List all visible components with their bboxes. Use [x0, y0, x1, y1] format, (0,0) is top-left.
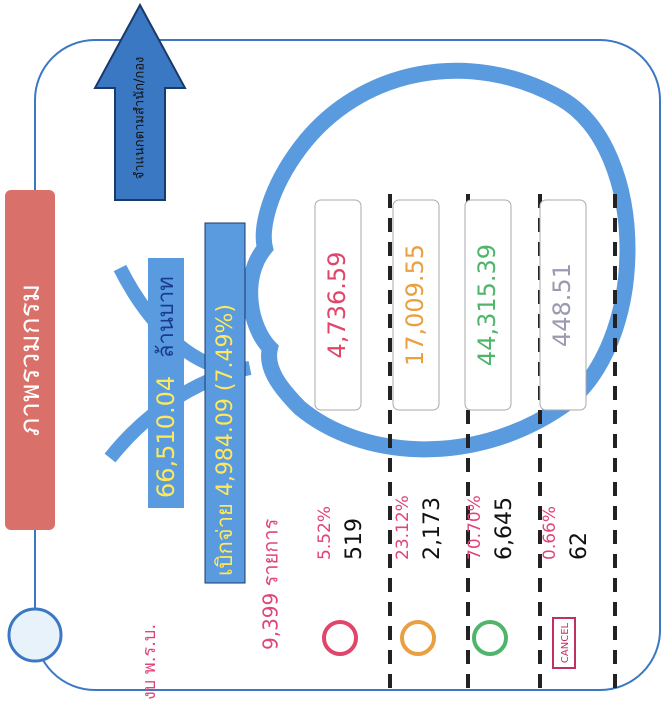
- unit: ล้านบาท: [154, 276, 179, 358]
- disbursed: เบิกจ่าย 4,984.09 (7.49%): [213, 304, 238, 576]
- items: 9,399 รายการ: [259, 518, 283, 650]
- budget-label: งบ พ.ร.บ.: [139, 624, 160, 700]
- percent: 0.66%: [540, 506, 560, 560]
- count: 2,173: [420, 497, 445, 560]
- count: 519: [342, 518, 367, 560]
- screen: ภาพรวมกรม จำแนกตามสำนัก/กอง งบ พ.ร.บ. 66…: [0, 0, 667, 708]
- rotated-content: ภาพรวมกรม จำแนกตามสำนัก/กอง งบ พ.ร.บ. 66…: [5, 5, 660, 700]
- arrow-label: จำแนกตามสำนัก/กอง: [133, 57, 148, 180]
- row-icon: [324, 622, 356, 654]
- budget: 66,510.04: [152, 376, 180, 498]
- amount: 448.51: [548, 263, 576, 347]
- stamp: CANCEL: [560, 622, 571, 663]
- row-icon: [474, 622, 506, 654]
- percent: 23.12%: [393, 495, 413, 560]
- title: ภาพรวมกรม: [13, 284, 46, 436]
- amount: 44,315.39: [473, 244, 501, 366]
- amount: 4,736.59: [323, 252, 351, 359]
- count: 6,645: [492, 497, 517, 560]
- icon: [9, 609, 61, 661]
- percent: 5.52%: [315, 506, 335, 560]
- percent: 70.70%: [465, 495, 485, 560]
- count: 62: [567, 532, 592, 560]
- amount: 17,009.55: [401, 244, 429, 366]
- row-icon: [402, 622, 434, 654]
